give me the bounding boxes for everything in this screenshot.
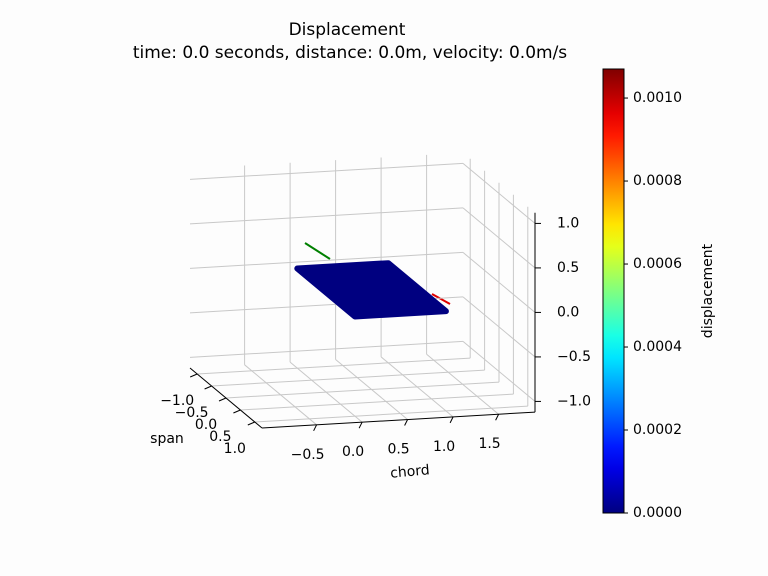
y-tick-label: 1.0 <box>224 441 246 457</box>
x-tick-label: 0.5 <box>387 442 409 458</box>
surface-patch <box>294 260 449 320</box>
colorbar-tick-label: 0.0006 <box>633 256 682 272</box>
z-tick-label: −0.5 <box>557 349 591 365</box>
colorbar-tick-label: 0.0004 <box>633 339 682 355</box>
x-tick <box>449 416 454 424</box>
y-tick-label: 0.5 <box>209 429 231 445</box>
reference-line <box>431 293 451 305</box>
y-tick <box>190 373 198 378</box>
colorbar-tick-label: 0.0000 <box>633 505 682 521</box>
z-tick-label: 0.0 <box>557 304 579 320</box>
grid-line <box>189 162 464 180</box>
grid-line <box>254 405 528 423</box>
grid-line <box>211 369 485 387</box>
colorbar-tick-label: 0.0002 <box>633 422 682 438</box>
y-tick-label: −0.5 <box>175 405 209 421</box>
y-axis-label: span <box>150 431 184 447</box>
colorbar <box>602 68 625 514</box>
grid-line <box>189 207 464 225</box>
reference-line <box>304 242 331 260</box>
chart-title: Displacement <box>289 20 406 40</box>
z-tick-label: 0.5 <box>557 260 579 276</box>
x-tick-label: −0.5 <box>291 447 325 463</box>
colorbar-tick-label: 0.0010 <box>633 90 682 106</box>
x-tick-label: 0.0 <box>342 444 364 460</box>
grid-line <box>462 341 536 402</box>
colorbar-label: displacement <box>700 243 716 338</box>
y-tick <box>247 421 255 426</box>
x-tick <box>313 424 318 432</box>
y-tick <box>233 409 241 414</box>
x-tick <box>495 413 500 421</box>
grid-line <box>189 251 464 269</box>
x-tick <box>404 419 409 426</box>
grid-line <box>462 163 536 224</box>
grid-line <box>189 340 464 358</box>
chart-subtitle: time: 0.0 seconds, distance: 0.0m, veloc… <box>133 43 567 63</box>
colorbar-tick-label: 0.0008 <box>633 173 682 189</box>
grid-line <box>462 296 536 358</box>
grid-line <box>225 381 500 399</box>
z-tick-label: 1.0 <box>557 215 579 231</box>
x-tick-label: 1.0 <box>433 439 455 455</box>
z-tick-label: −1.0 <box>557 393 591 409</box>
x-axis-label: chord <box>390 462 431 481</box>
grid-line <box>197 357 471 375</box>
grid-line <box>240 393 514 411</box>
x-tick <box>358 421 363 429</box>
y-tick <box>204 385 212 390</box>
y-tick-label: −1.0 <box>160 393 194 409</box>
x-tick-label: 1.5 <box>478 436 500 452</box>
grid-line <box>462 252 536 313</box>
y-tick <box>218 397 227 402</box>
y-tick-label: 0.0 <box>195 417 217 433</box>
grid-line <box>462 207 536 269</box>
x-axis <box>261 411 536 429</box>
